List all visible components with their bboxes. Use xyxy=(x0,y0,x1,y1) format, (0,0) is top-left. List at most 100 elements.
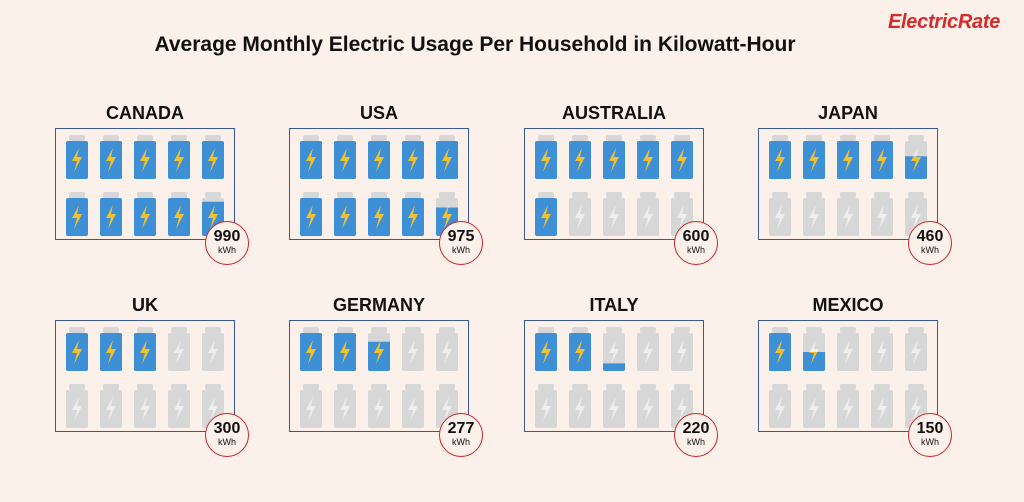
can-icon-slot xyxy=(100,327,122,376)
usage-panel xyxy=(55,128,235,240)
can-icon-slot xyxy=(368,135,390,184)
battery-can-icon xyxy=(803,327,825,371)
can-icon-slot xyxy=(368,327,390,376)
value-number: 600 xyxy=(682,228,710,245)
value-badge: 300 kWh xyxy=(205,413,249,457)
battery-can-icon xyxy=(603,384,625,428)
can-icon-slot xyxy=(66,135,88,184)
can-icon-slot xyxy=(100,135,122,184)
usage-panel xyxy=(758,128,938,240)
battery-can-icon xyxy=(637,384,659,428)
battery-can-icon xyxy=(168,192,190,236)
can-icon-slot xyxy=(168,192,190,241)
battery-can-icon xyxy=(436,327,458,371)
can-icon-slot xyxy=(837,327,859,376)
can-icon-slot xyxy=(300,192,322,241)
can-icon-slot xyxy=(202,327,224,376)
usage-panel xyxy=(758,320,938,432)
can-icon-slot xyxy=(134,327,156,376)
can-icon-slot xyxy=(803,192,825,241)
can-icon-slot xyxy=(334,192,356,241)
usage-panel xyxy=(524,128,704,240)
battery-can-icon xyxy=(134,135,156,179)
can-icon-slot xyxy=(905,135,927,184)
value-badge: 460 kWh xyxy=(908,221,952,265)
usage-panel xyxy=(55,320,235,432)
can-icon-slot xyxy=(905,327,927,376)
battery-can-icon xyxy=(300,135,322,179)
value-number: 150 xyxy=(916,420,944,437)
value-badge: 150 kWh xyxy=(908,413,952,457)
value-number: 220 xyxy=(682,420,710,437)
battery-can-icon xyxy=(402,384,424,428)
battery-can-icon xyxy=(837,384,859,428)
can-icon-slot xyxy=(402,384,424,433)
value-number: 975 xyxy=(447,228,475,245)
value-unit: kWh xyxy=(452,245,470,255)
can-icon-slot xyxy=(168,384,190,433)
battery-can-icon xyxy=(871,192,893,236)
can-icon-slot xyxy=(134,384,156,433)
value-number: 277 xyxy=(447,420,475,437)
can-icon-slot xyxy=(637,384,659,433)
value-number: 990 xyxy=(213,228,241,245)
value-unit: kWh xyxy=(921,437,939,447)
country-label: GERMANY xyxy=(332,295,425,315)
can-icon-slot xyxy=(769,192,791,241)
can-icon-slot xyxy=(871,135,893,184)
battery-can-icon xyxy=(871,135,893,179)
can-icon-slot xyxy=(134,192,156,241)
battery-can-icon xyxy=(535,327,557,371)
battery-can-icon xyxy=(769,384,791,428)
value-badge: 975 kWh xyxy=(439,221,483,265)
battery-can-icon xyxy=(803,192,825,236)
battery-can-icon xyxy=(603,192,625,236)
battery-can-icon xyxy=(334,135,356,179)
battery-can-icon xyxy=(66,192,88,236)
battery-can-icon xyxy=(569,384,591,428)
country-label: JAPAN xyxy=(818,103,878,123)
battery-can-icon xyxy=(535,192,557,236)
battery-can-icon xyxy=(535,135,557,179)
battery-can-icon xyxy=(837,192,859,236)
can-icon-slot xyxy=(603,327,625,376)
can-icon-slot xyxy=(334,384,356,433)
battery-can-icon xyxy=(637,327,659,371)
battery-can-icon xyxy=(134,384,156,428)
can-icon-slot xyxy=(535,327,557,376)
can-icon-slot xyxy=(134,135,156,184)
battery-can-icon xyxy=(100,192,122,236)
battery-can-icon xyxy=(368,327,390,371)
battery-can-icon xyxy=(671,135,693,179)
can-icon-slot xyxy=(603,192,625,241)
battery-can-icon xyxy=(202,135,224,179)
battery-can-icon xyxy=(436,135,458,179)
can-icon-slot xyxy=(535,135,557,184)
battery-can-icon xyxy=(603,327,625,371)
battery-can-icon xyxy=(671,327,693,371)
battery-can-icon xyxy=(837,327,859,371)
battery-can-icon xyxy=(769,135,791,179)
battery-can-icon xyxy=(300,327,322,371)
value-badge: 220 kWh xyxy=(674,413,718,457)
can-icon-slot xyxy=(803,327,825,376)
battery-can-icon xyxy=(402,192,424,236)
can-icon-slot xyxy=(603,135,625,184)
can-icon-slot xyxy=(837,384,859,433)
can-icon-slot xyxy=(66,384,88,433)
can-icon-slot xyxy=(66,192,88,241)
usage-panel xyxy=(289,320,469,432)
battery-can-icon xyxy=(168,135,190,179)
battery-can-icon xyxy=(637,135,659,179)
can-icon-slot xyxy=(871,384,893,433)
value-number: 300 xyxy=(213,420,241,437)
battery-can-icon xyxy=(837,135,859,179)
battery-can-icon xyxy=(202,327,224,371)
brand-logo: ElectricRate xyxy=(888,11,1001,33)
can-icon-slot xyxy=(300,135,322,184)
can-icon-slot xyxy=(300,384,322,433)
can-icon-slot xyxy=(535,192,557,241)
battery-can-icon xyxy=(66,135,88,179)
can-icon-slot xyxy=(569,192,591,241)
can-icon-slot xyxy=(100,192,122,241)
